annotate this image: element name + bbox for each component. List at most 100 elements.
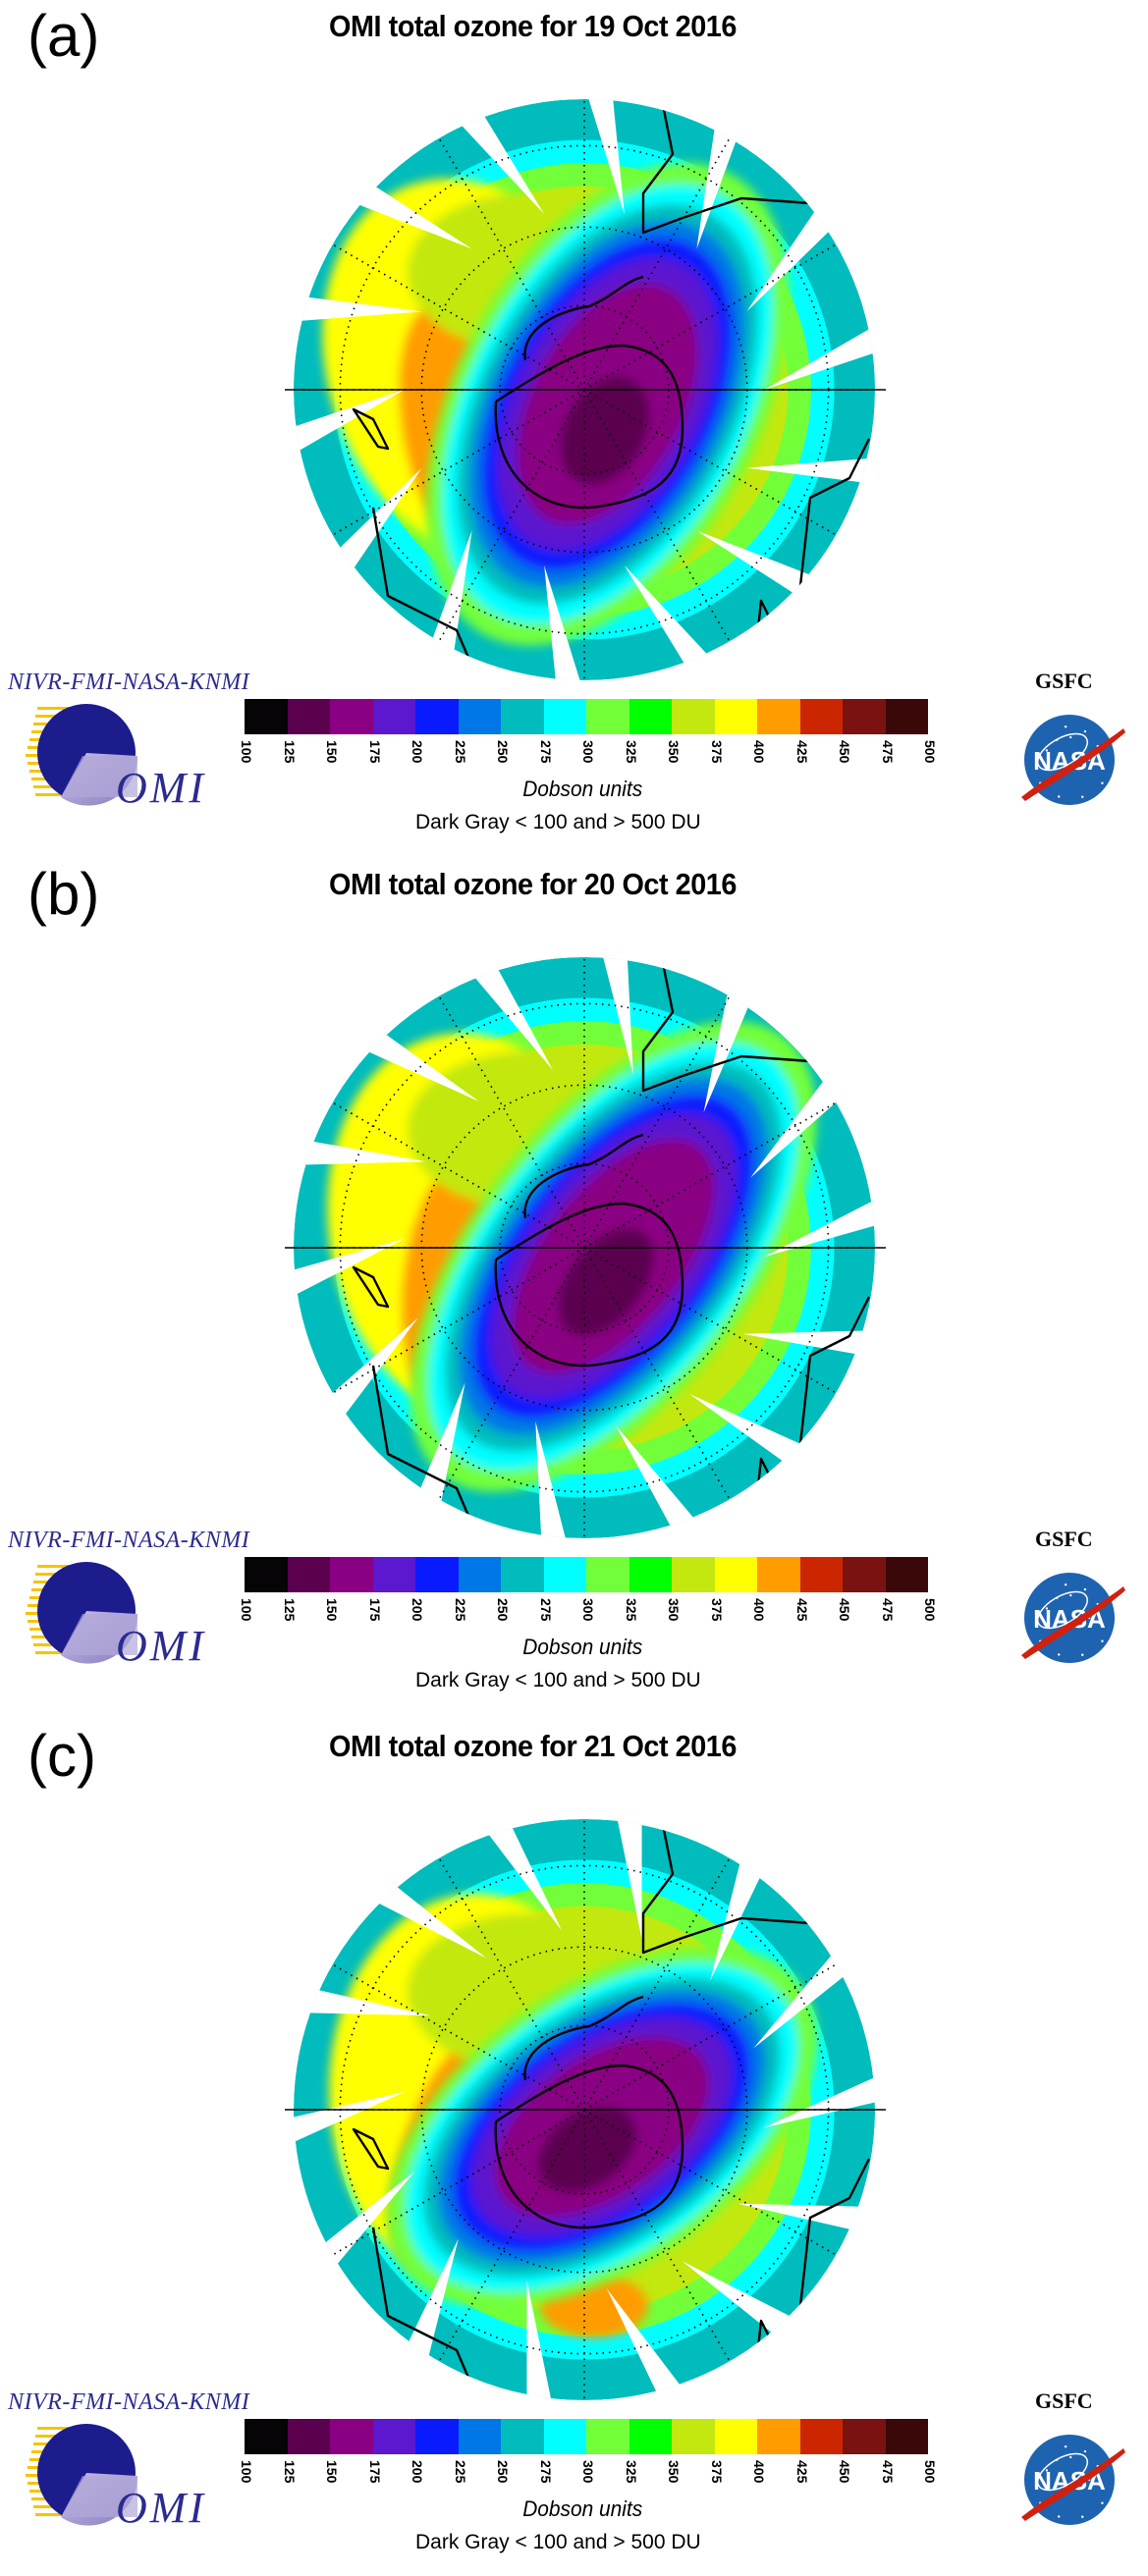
nasa-logo-icon: NASA: [1021, 1573, 1125, 1663]
colorbar-tick-label: 300: [580, 740, 596, 774]
antarctica-coast: [494, 1202, 684, 1368]
nasa-star: [1098, 1621, 1101, 1625]
colorbar-swatch: [543, 2419, 586, 2454]
panel-label: (b): [27, 861, 100, 927]
australia-coast: [371, 2227, 473, 2386]
colorbar-swatch: [629, 2419, 672, 2454]
nasa-star: [1058, 2515, 1061, 2518]
colorbar-tick-label: 475: [880, 1598, 896, 1632]
tick-text: 500: [922, 740, 938, 764]
orbit-gap: [742, 1330, 875, 1357]
map-field: [294, 957, 875, 1538]
nasa-star: [1058, 795, 1061, 798]
ozone-hole: [425, 162, 790, 646]
colorbar-ticks: 100 125 150 175 200 225 250 275 300 325 350 375 400 4…: [239, 2460, 971, 2496]
orbit-gap: [535, 1421, 570, 1538]
orbit-gap: [402, 2238, 459, 2371]
logo-stripe: [35, 793, 75, 796]
colorbar-tick-label: 425: [794, 2460, 810, 2494]
colorbar-swatch: [672, 699, 715, 734]
colorbar-tick-label: 400: [751, 2460, 767, 2494]
colorbar-tick-label: 400: [751, 1598, 767, 1632]
nasa-star: [1069, 2455, 1072, 2459]
colorbar-swatch: [629, 1557, 672, 1592]
tick-text: 500: [922, 2460, 938, 2484]
ozone-map: [285, 1819, 886, 2400]
colorbar-tick-label: 150: [324, 740, 340, 774]
orbit-gap: [427, 530, 472, 666]
colorbar-swatch: [543, 699, 586, 734]
new-zealand-coast: [352, 1265, 390, 1309]
colorbar-tick-label: 250: [495, 740, 511, 774]
colorbar: [245, 699, 928, 734]
orbit-gap: [614, 1819, 642, 1940]
colorbar-swatch: [372, 699, 415, 734]
colorbar-tick-label: 100: [239, 1598, 254, 1632]
colorbar-tick-label: 400: [751, 740, 767, 774]
nasa-star: [1101, 781, 1104, 784]
colorbar-swatch: [501, 699, 544, 734]
tick-text: 475: [879, 740, 896, 764]
tick-text: 400: [751, 2460, 767, 2484]
colorbar-swatch: [245, 1557, 288, 1592]
colorbar-swatch: [287, 699, 330, 734]
orbit-gap: [696, 114, 741, 249]
nasa-star: [1045, 1607, 1049, 1610]
colorbar: [245, 1557, 928, 1592]
colorbar-swatch: [799, 699, 843, 734]
tick-text: 125: [281, 740, 298, 764]
orbit-gap: [615, 1424, 703, 1538]
tick-text: 350: [666, 2460, 682, 2484]
omi-logo-text: OMI: [116, 1622, 207, 1670]
colorbar-tick-label: 375: [709, 740, 725, 774]
colorbar-swatch: [843, 2419, 886, 2454]
hole-core: [558, 1228, 654, 1336]
colorbar-swatch: [757, 2419, 800, 2454]
ozone-map: [285, 99, 886, 680]
colorbar-tick-label: 200: [410, 2460, 425, 2494]
nasa-star: [1043, 1622, 1046, 1625]
antarctica-coast: [494, 344, 684, 510]
tick-text: 125: [281, 1598, 298, 1622]
nasa-star: [1064, 725, 1067, 728]
south-america-coast: [641, 1824, 836, 1955]
orbit-gap: [313, 2171, 415, 2276]
orbit-gap: [365, 1877, 487, 1959]
tick-text: 175: [366, 740, 383, 764]
credit-text: NIVR-FMI-NASA-KNMI: [8, 2389, 250, 2415]
nasa-star: [1043, 764, 1046, 767]
logo-globe-facet: [61, 756, 137, 797]
panel-a: (a) OMI total ozone for 19 Oct 2016 NIVR…: [0, 0, 1148, 856]
omi-logo-text: OMI: [116, 2484, 207, 2532]
nasa-star: [1081, 1653, 1084, 1656]
colorbar-swatch: [372, 2419, 415, 2454]
colorbar-swatch: [885, 699, 928, 734]
tick-text: 325: [623, 1598, 639, 1622]
colorbar-tick-label: 425: [794, 1598, 810, 1632]
tick-text: 200: [410, 1598, 425, 1622]
orbit-gap: [703, 979, 754, 1113]
colorbar-tick-label: 475: [879, 2460, 896, 2494]
colorbar-swatch: [714, 1557, 757, 1592]
logo-stripe: [37, 707, 77, 710]
colorbar-tick-label: 100: [239, 740, 254, 774]
orbit-gap: [750, 1069, 847, 1178]
tick-text: 475: [879, 2460, 896, 2484]
colorbar-swatch: [672, 2419, 715, 2454]
panel-title: OMI total ozone for 19 Oct 2016: [329, 9, 737, 43]
nasa-star: [1045, 749, 1049, 752]
colorbar-tick-label: 275: [538, 2460, 554, 2494]
colorbar-tick-label: 250: [495, 1598, 511, 1632]
range-note: Dark Gray < 100 and > 500 DU: [415, 1669, 701, 1691]
colorbar-swatch: [458, 699, 501, 734]
colorbar-tick-label: 475: [879, 740, 896, 774]
tick-text: 300: [580, 740, 596, 764]
tick-text: 150: [324, 1598, 340, 1622]
orbit-gap: [738, 2203, 874, 2233]
tick-text: 175: [366, 2460, 383, 2484]
range-note: Dark Gray < 100 and > 500 DU: [415, 811, 701, 833]
colorbar-swatch: [799, 2419, 843, 2454]
orbit-gap: [763, 2071, 875, 2128]
colorbar-tick-label: 275: [538, 740, 554, 774]
tick-text: 450: [837, 1598, 852, 1622]
